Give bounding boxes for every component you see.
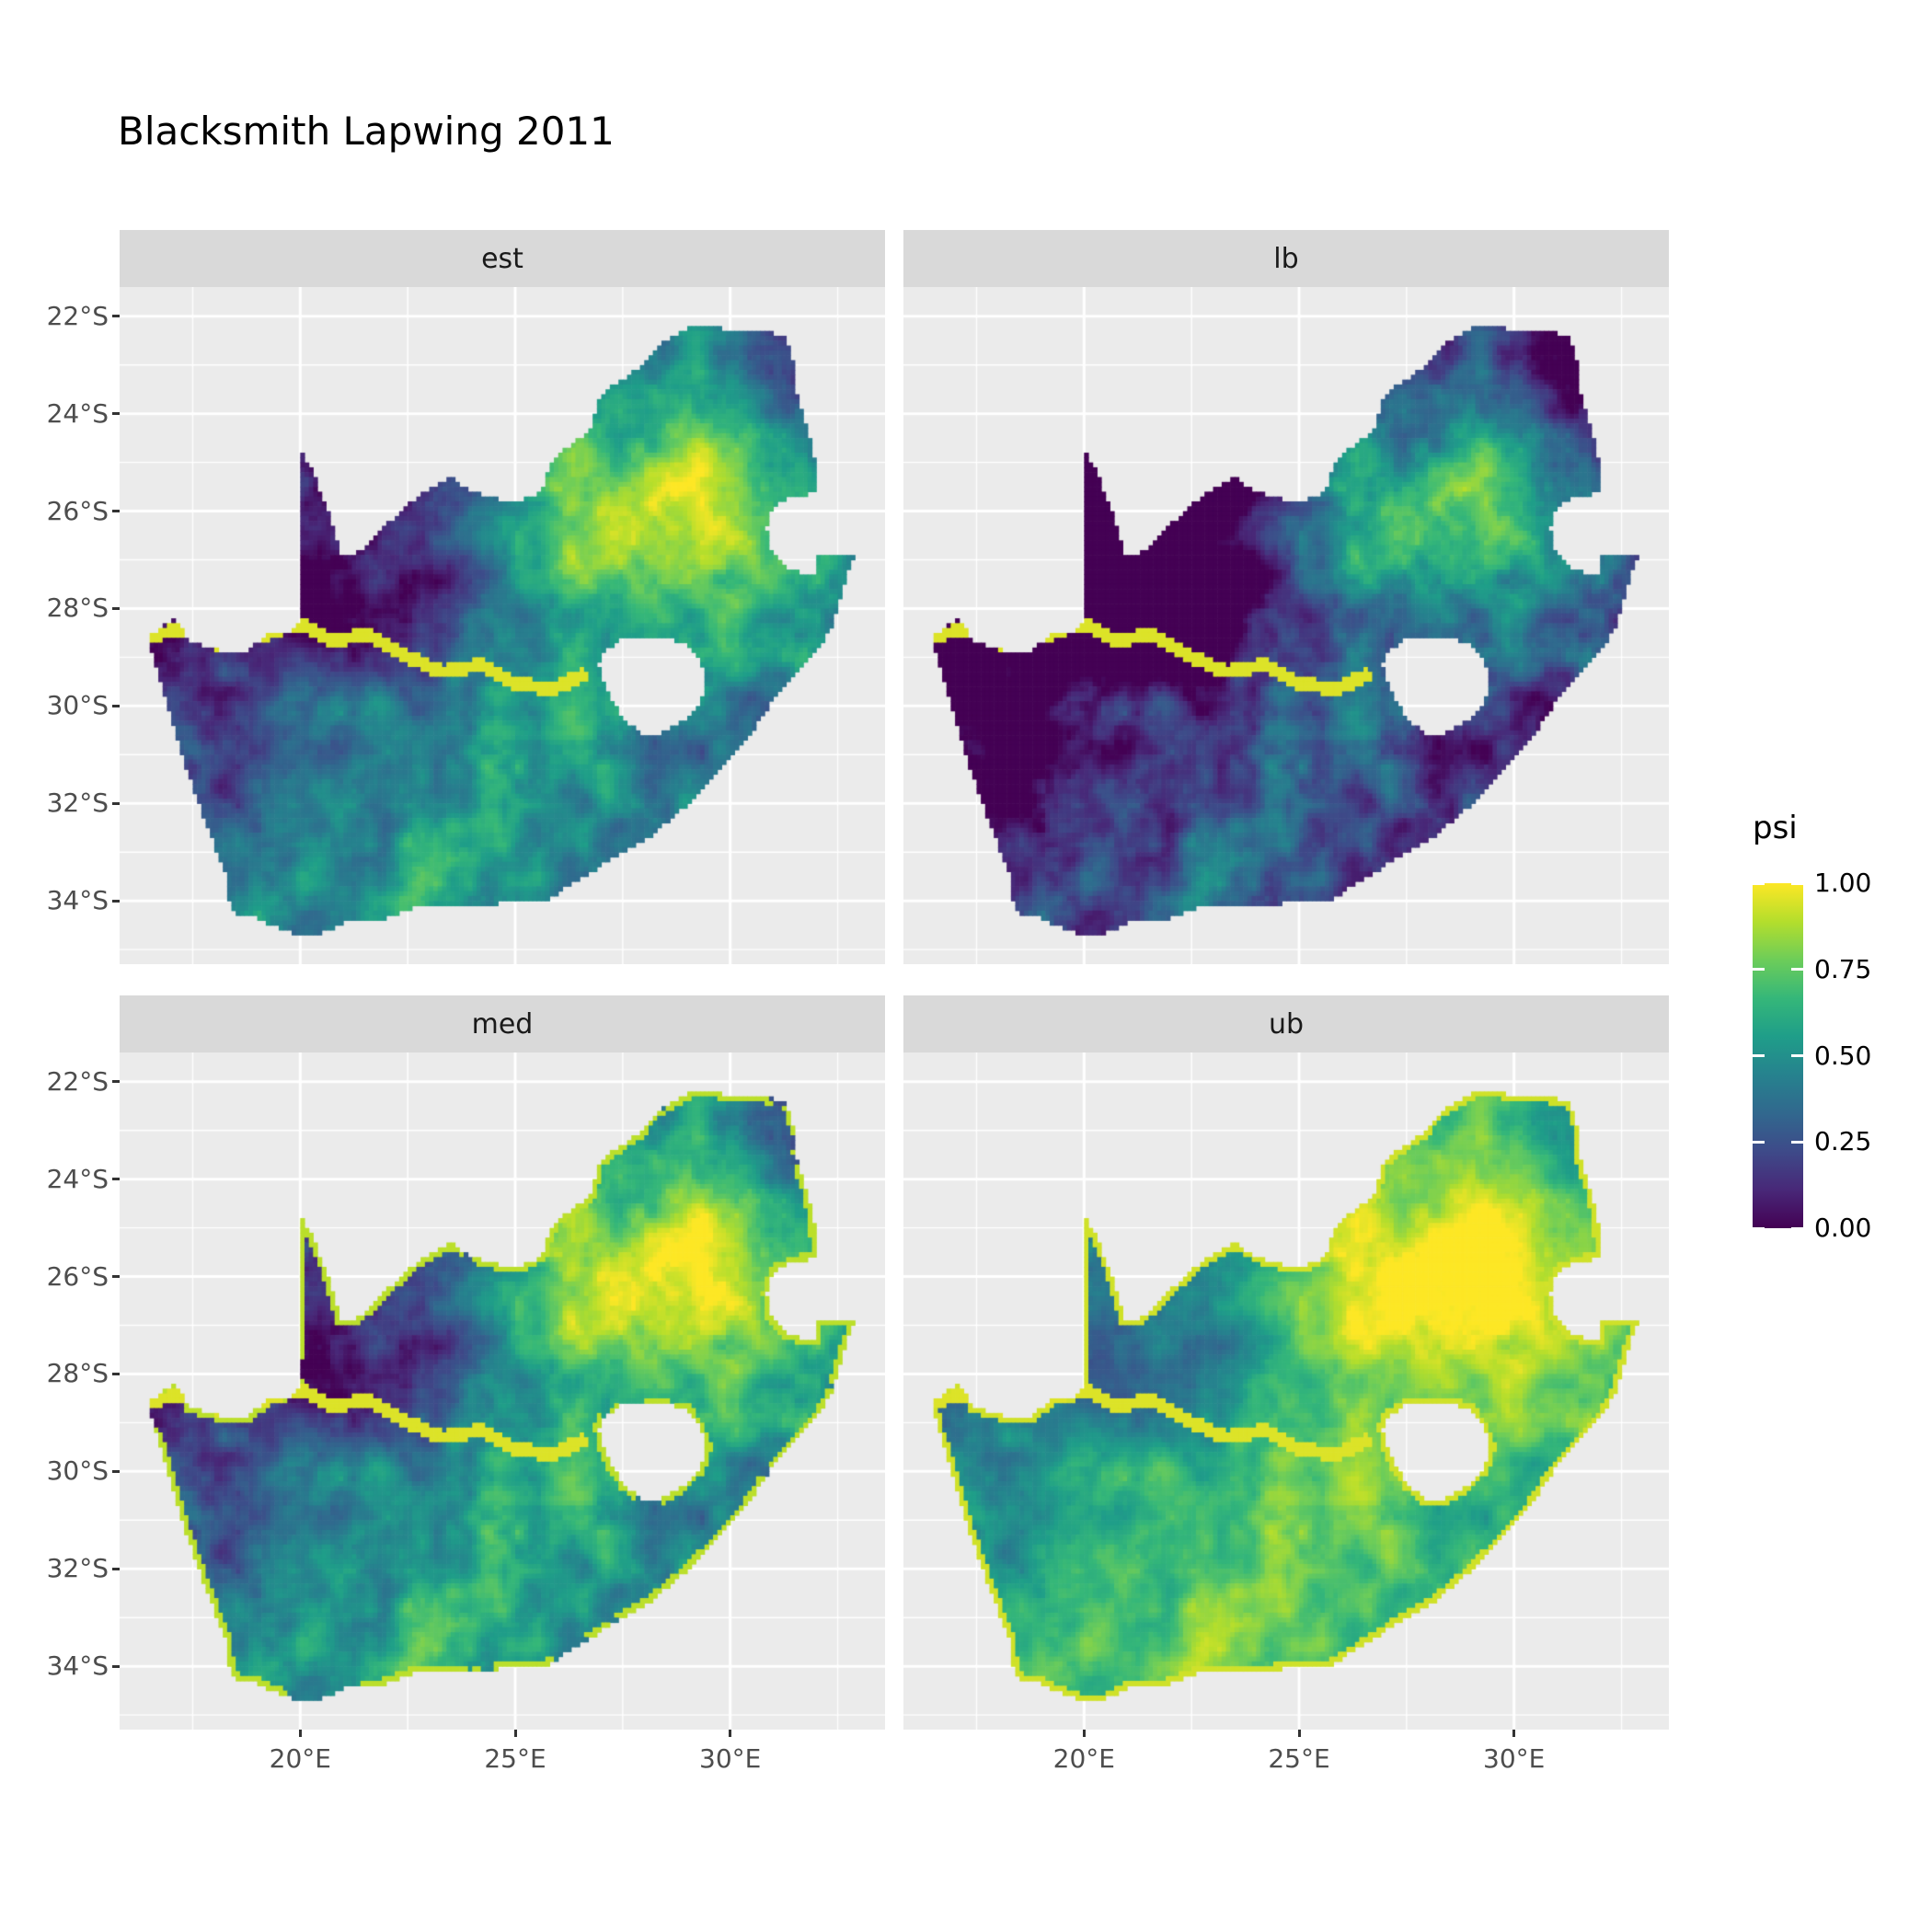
legend-tick-left [1753,881,1765,885]
y-axis-tick [112,1469,120,1473]
x-axis-tick [1297,1730,1301,1737]
y-axis-tick [112,606,120,610]
x-axis-label-30E-col0: 30°E [699,1743,762,1774]
y-axis-tick [112,801,120,805]
legend-tick-right [1791,968,1803,972]
legend-tick-right [1791,1140,1803,1144]
x-axis-label-20E-col0: 20°E [269,1743,331,1774]
legend-title: psi [1753,810,1798,846]
y-axis-tick [112,1080,120,1084]
y-axis-label-30S-row0: 30°S [46,690,109,721]
y-axis-tick [112,1372,120,1375]
y-axis-label-24S-row1: 24°S [46,1163,109,1194]
y-axis-label-22S-row1: 22°S [46,1065,109,1097]
legend-tick-left [1753,968,1765,972]
facet-strip-lb: lb [903,230,1669,287]
legend-label-0.75: 0.75 [1814,953,1872,984]
x-axis-tick [1512,1730,1516,1737]
x-axis-label-25E-col1: 25°E [1268,1743,1330,1774]
facet-map-est [120,287,885,964]
facet-strip-med: med [120,995,885,1052]
x-axis-tick [298,1730,302,1737]
facet-strip-est: est [120,230,885,287]
y-axis-tick [112,1664,120,1668]
legend-tick-right [1791,1054,1803,1057]
legend-tick-left [1753,1140,1765,1144]
y-axis-label-28S-row1: 28°S [46,1358,109,1389]
legend-tick-right [1791,881,1803,885]
legend-label-0.00: 0.00 [1814,1213,1872,1243]
facet-map-med [120,1052,885,1730]
x-axis-tick [513,1730,517,1737]
legend-label-0.50: 0.50 [1814,1040,1872,1071]
plot-title: Blacksmith Lapwing 2011 [118,109,615,154]
y-axis-label-30S-row1: 30°S [46,1455,109,1487]
legend-tick-right [1791,1226,1803,1230]
y-axis-tick [112,1178,120,1181]
y-axis-tick [112,1567,120,1570]
legend-label-0.25: 0.25 [1814,1126,1872,1157]
facet-strip-ub: ub [903,995,1669,1052]
y-axis-label-26S-row1: 26°S [46,1260,109,1292]
legend-label-1.00: 1.00 [1814,868,1872,898]
y-axis-tick [112,704,120,707]
y-axis-label-32S-row0: 32°S [46,788,109,819]
facet-map-lb [903,287,1669,964]
x-axis-label-30E-col1: 30°E [1483,1743,1546,1774]
facet-map-ub [903,1052,1669,1730]
y-axis-tick [112,510,120,513]
y-axis-label-22S-row0: 22°S [46,300,109,331]
y-axis-tick [112,1275,120,1279]
x-axis-tick [1082,1730,1086,1737]
y-axis-label-24S-row0: 24°S [46,397,109,429]
y-axis-label-28S-row0: 28°S [46,592,109,624]
y-axis-tick [112,315,120,318]
y-axis-tick [112,899,120,903]
y-axis-label-34S-row1: 34°S [46,1650,109,1682]
y-axis-label-26S-row0: 26°S [46,495,109,526]
legend-tick-left [1753,1226,1765,1230]
y-axis-label-32S-row1: 32°S [46,1553,109,1584]
y-axis-tick [112,412,120,416]
y-axis-label-34S-row0: 34°S [46,885,109,916]
x-axis-label-20E-col1: 20°E [1052,1743,1115,1774]
legend-tick-left [1753,1054,1765,1057]
x-axis-tick [729,1730,732,1737]
x-axis-label-25E-col0: 25°E [484,1743,546,1774]
